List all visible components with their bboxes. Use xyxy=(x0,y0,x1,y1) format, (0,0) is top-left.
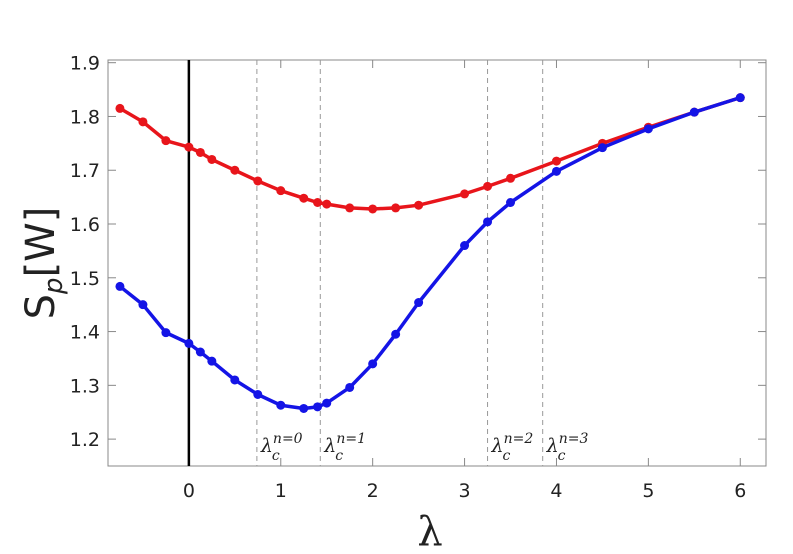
data-point xyxy=(345,382,355,392)
data-point xyxy=(253,389,263,399)
data-point xyxy=(195,147,205,157)
data-point xyxy=(138,117,148,127)
annotation-sub: c xyxy=(503,448,511,464)
data-point xyxy=(460,189,470,199)
data-point xyxy=(138,300,148,310)
annotation-sub: c xyxy=(272,448,280,464)
annotation: λn=2 c xyxy=(491,431,534,464)
plot-frame xyxy=(107,59,767,467)
data-point xyxy=(597,143,607,153)
annotation-main: λ xyxy=(546,435,559,457)
x-tick-label: 0 xyxy=(183,480,195,502)
y-tick-label: 1.3 xyxy=(70,375,100,397)
annotation-main: λ xyxy=(491,435,504,457)
data-point xyxy=(161,136,171,146)
data-point xyxy=(483,181,493,191)
data-point xyxy=(230,165,240,175)
y-tick-label: 1.8 xyxy=(70,106,100,128)
data-point xyxy=(689,107,699,117)
y-tick-label: 1.7 xyxy=(70,160,100,182)
data-point xyxy=(414,200,424,210)
annotation-sup: n=2 xyxy=(504,431,534,447)
y-tick-label: 1.2 xyxy=(70,429,100,451)
annotation-sup: n=1 xyxy=(336,431,366,447)
data-point xyxy=(299,403,309,413)
data-point xyxy=(460,241,470,251)
data-point xyxy=(551,156,561,166)
data-point xyxy=(276,400,286,410)
annotation: λn=1 c xyxy=(323,431,366,464)
data-point xyxy=(313,198,323,208)
y-label-suffix: [W] xyxy=(18,207,64,278)
x-tick-label: 3 xyxy=(459,480,471,502)
y-tick-label: 1.5 xyxy=(70,268,100,290)
y-axis-label: Sp[W] xyxy=(18,207,69,320)
data-point xyxy=(276,186,286,196)
annotation-main: λ xyxy=(260,435,273,457)
y-tick-label: 1.4 xyxy=(70,322,100,344)
data-point xyxy=(391,329,401,339)
x-tick-label: 6 xyxy=(734,480,746,502)
series-line xyxy=(119,95,741,211)
data-point xyxy=(299,193,309,203)
data-point xyxy=(230,375,240,385)
data-point xyxy=(207,154,217,164)
data-point xyxy=(322,398,332,408)
data-point xyxy=(735,93,745,103)
data-point xyxy=(184,142,194,152)
data-point xyxy=(313,402,323,412)
data-point xyxy=(506,198,516,208)
x-tick-label: 5 xyxy=(642,480,654,502)
annotation-sub: c xyxy=(335,448,343,464)
x-tick-label: 2 xyxy=(367,480,379,502)
data-point xyxy=(391,203,401,213)
data-point xyxy=(322,199,332,209)
y-label-sub: p xyxy=(39,277,69,295)
annotation-sup: n=3 xyxy=(559,431,589,447)
data-point xyxy=(195,347,205,357)
annotation: λn=3 c xyxy=(546,431,589,464)
data-point xyxy=(207,356,217,366)
y-tick-label: 1.9 xyxy=(70,53,100,75)
data-point xyxy=(115,103,125,113)
data-point xyxy=(483,217,493,227)
data-point xyxy=(184,338,194,348)
data-point xyxy=(506,173,516,183)
data-point xyxy=(368,204,378,214)
data-point xyxy=(115,281,125,291)
data-point xyxy=(551,166,561,176)
y-tick-label: 1.6 xyxy=(70,214,100,236)
x-axis-label: λ xyxy=(417,509,442,554)
x-tick-label: 1 xyxy=(275,480,287,502)
data-point xyxy=(643,124,653,134)
x-tick-label: 4 xyxy=(550,480,562,502)
data-point xyxy=(253,176,263,186)
data-point xyxy=(345,203,355,213)
data-point xyxy=(414,298,424,308)
annotation-sub: c xyxy=(558,448,566,464)
y-label-main: S xyxy=(18,294,64,319)
annotation-sup: n=0 xyxy=(273,431,303,447)
annotation-main: λ xyxy=(323,435,336,457)
data-point xyxy=(161,328,171,338)
data-point xyxy=(368,359,378,369)
annotation: λn=0 c xyxy=(260,431,303,464)
